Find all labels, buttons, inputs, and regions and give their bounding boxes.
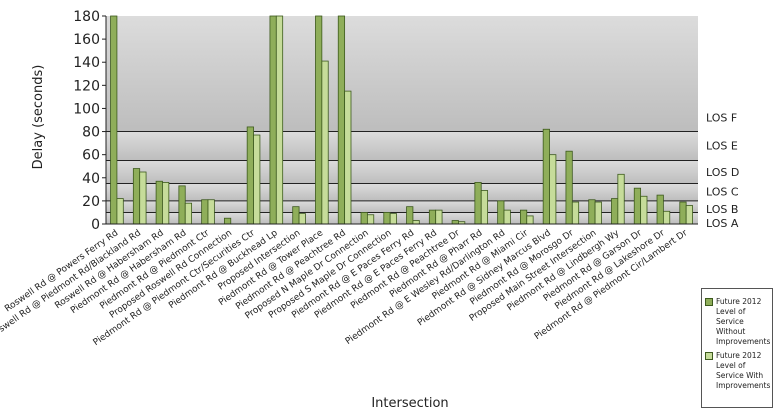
bar-without-improvements: [360, 212, 368, 225]
bar-with-improvements: [275, 15, 284, 225]
y-tick-label: 60: [82, 148, 100, 164]
x-axis-title: Intersection: [371, 396, 448, 411]
bar-with-improvements: [162, 181, 170, 225]
bar-without-improvements: [201, 199, 209, 225]
bar-without-improvements: [132, 168, 141, 225]
bar-with-improvements: [685, 205, 693, 225]
los-label: LOS B: [706, 203, 738, 216]
bar-with-improvements: [184, 202, 193, 225]
bar-without-improvements: [451, 220, 459, 225]
bar-without-improvements: [565, 150, 573, 225]
bar-without-improvements: [223, 217, 232, 225]
bar-with-improvements: [526, 215, 534, 225]
bar-with-improvements: [207, 199, 215, 225]
y-tick-label: 40: [82, 171, 100, 187]
los-label: LOS D: [706, 166, 739, 179]
los-label: LOS F: [706, 112, 737, 125]
bar-without-improvements: [611, 198, 619, 225]
bar-with-improvements: [366, 214, 375, 225]
y-tick-label: 180: [73, 9, 100, 25]
y-axis-title: Delay (seconds): [31, 65, 46, 170]
y-tick-label: 100: [73, 101, 100, 117]
bar-without-improvements: [656, 194, 664, 225]
legend-swatch-without: [705, 298, 713, 306]
bar-without-improvements: [679, 201, 687, 225]
bar-without-improvements: [406, 206, 414, 225]
los-band: [106, 131, 698, 161]
los-label: LOS C: [706, 186, 739, 199]
bar-without-improvements: [246, 126, 254, 225]
los-label: LOS E: [706, 139, 738, 152]
bar-with-improvements: [412, 220, 420, 225]
bar-without-improvements: [588, 199, 596, 225]
legend-label-without: Future 2012 Level of Service Without Imp…: [716, 297, 771, 346]
bar-without-improvements: [315, 15, 323, 225]
bar-without-improvements: [155, 180, 163, 225]
legend-swatch-with: [705, 352, 713, 360]
bar-without-improvements: [474, 181, 482, 225]
bar-with-improvements: [503, 209, 511, 225]
bar-without-improvements: [383, 212, 391, 225]
bar-with-improvements: [549, 154, 557, 225]
bar-with-improvements: [571, 201, 580, 225]
bar-without-improvements: [337, 15, 346, 225]
bar-without-improvements: [178, 185, 186, 225]
bar-with-improvements: [253, 134, 261, 225]
bar-with-improvements: [640, 195, 648, 225]
bar-with-improvements: [116, 198, 124, 225]
y-tick-label: 140: [73, 55, 100, 71]
los-band: [106, 200, 698, 213]
bar-with-improvements: [139, 171, 147, 225]
bar-without-improvements: [292, 206, 300, 225]
bar-without-improvements: [542, 128, 550, 225]
bar-with-improvements: [344, 90, 352, 225]
bar-without-improvements: [497, 200, 505, 225]
bar-with-improvements: [594, 201, 602, 225]
los-band: [106, 160, 698, 184]
bar-with-improvements: [662, 210, 671, 225]
bar-without-improvements: [428, 209, 437, 225]
los-band: [106, 16, 698, 132]
bar-without-improvements: [633, 187, 642, 225]
y-tick-label: 120: [73, 78, 100, 94]
y-tick-label: 80: [82, 125, 100, 141]
los-band: [106, 183, 698, 201]
bar-with-improvements: [321, 60, 329, 225]
los-label: LOS A: [706, 217, 739, 230]
legend-label-with: Future 2012 Level of Service With Improv…: [716, 351, 771, 390]
bar-with-improvements: [435, 209, 443, 225]
y-tick-label: 160: [73, 32, 100, 48]
y-tick-label: 20: [82, 194, 100, 210]
legend: Future 2012 Level of Service Without Imp…: [701, 288, 773, 408]
y-tick-label: 0: [91, 217, 100, 233]
bar-with-improvements: [617, 173, 625, 225]
bar-without-improvements: [269, 15, 277, 225]
bar-with-improvements: [298, 213, 306, 225]
bar-without-improvements: [520, 209, 528, 225]
bar-with-improvements: [480, 190, 489, 225]
los-band: [106, 212, 698, 224]
bar-without-improvements: [110, 15, 118, 225]
bar-with-improvements: [389, 213, 397, 225]
